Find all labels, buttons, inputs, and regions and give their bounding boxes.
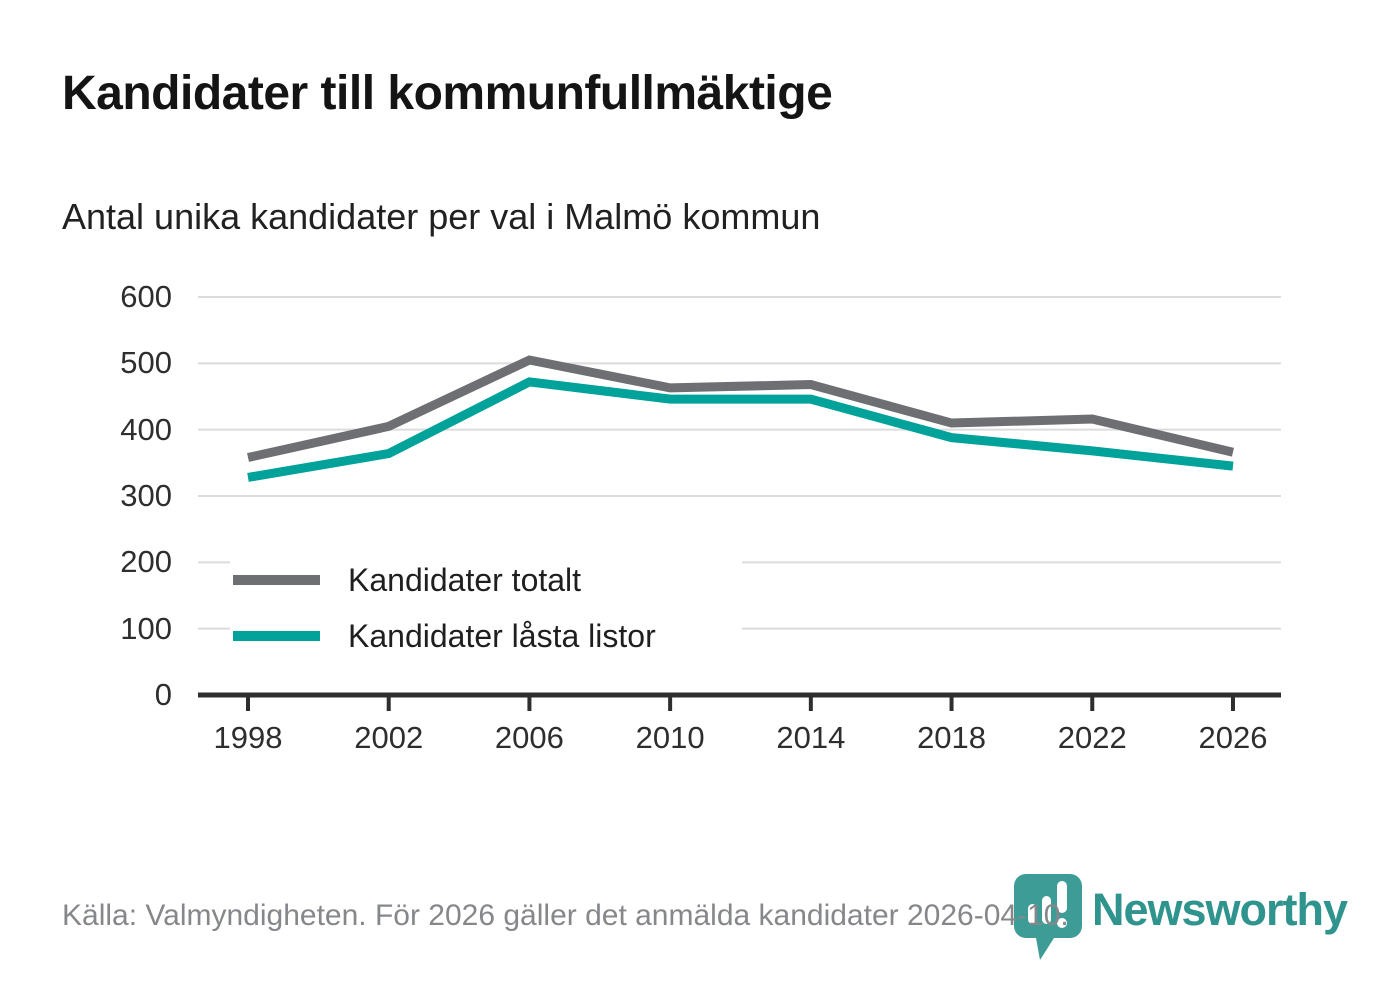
x-axis-tick-label-2026: 2026 [1198,720,1268,755]
chart-legend: Kandidater totalt Kandidater låsta listor [230,552,742,664]
x-axis-tick-label-1998: 1998 [213,720,283,755]
legend-label: Kandidater totalt [348,561,582,598]
source-note: Källa: Valmyndigheten. För 2026 gäller d… [62,899,1069,932]
legend-item: Kandidater totalt [230,558,742,602]
bar-chart-pin-icon [1014,874,1082,960]
y-axis-tick-label-500: 500 [120,345,172,381]
series-line-kandidater-l-sta-listor [247,377,1234,482]
x-axis-tick-label-2002: 2002 [354,720,424,755]
newsworthy-wordmark: Newsworthy [1092,884,1348,935]
legend-swatch [233,631,320,641]
x-axis-tick-label-2022: 2022 [1057,720,1127,755]
x-axis-tick-label-2018: 2018 [917,720,987,755]
y-axis-tick-label-300: 300 [120,478,172,513]
legend-label: Kandidater låsta listor [348,617,656,654]
series-line-kandidater-totalt [247,355,1235,462]
newsworthy-logo: Newsworthy [1012,872,1348,972]
legend-swatch [233,575,320,585]
legend-item: Kandidater låsta listor [230,614,742,658]
y-axis-tick-label-100: 100 [120,610,172,646]
x-axis-tick-label-2006: 2006 [494,720,564,755]
page-title: Kandidater till kommunfullmäktige [62,67,833,120]
y-axis-tick-label-0: 0 [154,677,172,712]
y-axis-tick-label-200: 200 [120,544,172,580]
x-axis-tick-label-2014: 2014 [776,720,846,755]
x-axis-tick-label-2010: 2010 [635,720,705,755]
y-axis-tick-label-400: 400 [120,411,172,447]
y-axis-tick-label-600: 600 [120,279,172,314]
page-subtitle: Antal unika kandidater per val i Malmö k… [62,196,821,237]
